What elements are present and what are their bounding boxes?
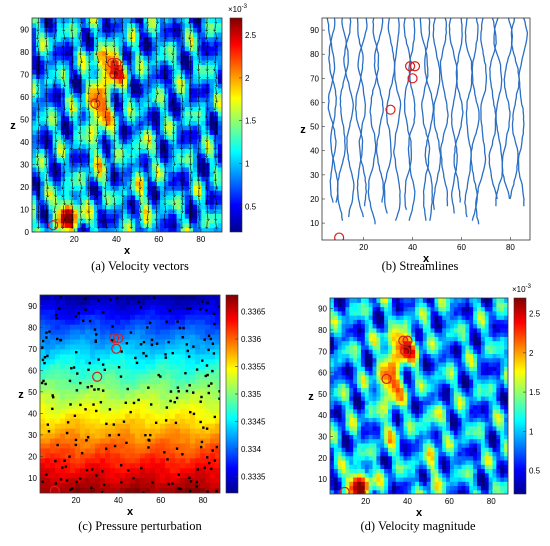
x-tick-label: 60	[156, 496, 165, 505]
y-tick-label: 10	[20, 205, 29, 214]
y-tick-label: 70	[318, 347, 327, 356]
y-tick-label: 30	[28, 431, 37, 440]
caption: (d) Velocity magnitude	[360, 519, 475, 533]
y-tick-label: 10	[318, 475, 327, 484]
x-tick-label: 40	[403, 497, 412, 506]
x-tick-label: 60	[457, 243, 466, 252]
y-tick-label: 20	[310, 195, 319, 204]
y-tick-label: 40	[318, 411, 327, 420]
y-axis-label: z	[10, 120, 16, 132]
colorbar-exponent: ×10-3	[512, 284, 532, 294]
x-tick-label: 40	[112, 235, 121, 244]
y-tick-label: 70	[20, 70, 29, 79]
colorbar-tick-label: 0.5	[529, 466, 541, 475]
y-tick-label: 20	[318, 454, 327, 463]
y-tick-label: 90	[310, 26, 319, 35]
y-tick-label: 90	[318, 305, 327, 314]
x-tick-label: 60	[154, 235, 163, 244]
x-tick-label: 80	[199, 496, 208, 505]
velocity-vector-map	[32, 16, 223, 232]
colorbar-tick-label: 0.5	[245, 202, 257, 211]
x-tick-label: 20	[359, 243, 368, 252]
y-tick-label: 40	[28, 409, 37, 418]
x-tick-label: 40	[408, 243, 417, 252]
caption: (c) Pressure perturbation	[78, 519, 202, 533]
colorbar-tick-label: 0.336	[241, 335, 262, 344]
y-tick-label: 10	[28, 474, 37, 483]
x-tick-label: 20	[361, 497, 370, 506]
velocity-magnitude-map	[330, 298, 509, 496]
y-tick-label: 80	[310, 50, 319, 59]
colorbar-tick-label: 0.3345	[241, 418, 266, 427]
colorbar-exponent: ×10-3	[228, 4, 248, 14]
colorbar-tick-label: 2.5	[529, 310, 541, 319]
colorbar-tick-label: 1.5	[529, 388, 541, 397]
colorbar-tick-label: 0.334	[241, 445, 262, 454]
y-tick-label: 20	[20, 183, 29, 192]
colorbar-tick-label: 1	[245, 160, 250, 169]
y-axis-label: z	[18, 389, 24, 401]
x-axis-label: x	[127, 506, 134, 518]
panel-a: 20 40 60 80 0 10 20 30 40 50 60 70 80 90 x z 0.5 1 1.5 2 2.…	[10, 4, 256, 273]
y-tick-label: 10	[310, 219, 319, 228]
colorbar-tick-label: 0.3335	[241, 473, 266, 482]
y-tick-label: 0	[25, 228, 30, 237]
y-tick-label: 50	[318, 390, 327, 399]
x-axis-label: x	[124, 245, 131, 257]
y-tick-label: 60	[20, 93, 29, 102]
y-axis-label: z	[300, 124, 306, 136]
x-tick-label: 20	[70, 235, 79, 244]
colorbar-tick-label: 2.5	[245, 31, 257, 40]
x-tick-label: 20	[72, 496, 81, 505]
colorbar-tick-label: 0.335	[241, 390, 262, 399]
y-tick-label: 80	[20, 48, 29, 57]
y-tick-label: 90	[20, 25, 29, 34]
x-tick-label: 60	[445, 497, 454, 506]
y-tick-label: 20	[28, 452, 37, 461]
colorbar-tick-label: 1	[529, 427, 534, 436]
y-tick-label: 80	[28, 323, 37, 332]
colorbar-tick-label: 0.3365	[241, 308, 266, 317]
panel-d: 20 40 60 80 10 20 30 40 50 60 70 80 90 x z 0.5 1 1.5 2 2.5…	[308, 284, 540, 533]
caption: (b) Streamlines	[382, 259, 459, 273]
colorbar-tick-label: 1.5	[245, 117, 257, 126]
colorbar	[230, 18, 242, 232]
y-tick-label: 80	[318, 326, 327, 335]
y-tick-label: 50	[28, 388, 37, 397]
y-tick-label: 90	[28, 302, 37, 311]
pressure-map	[40, 295, 221, 495]
y-tick-label: 60	[318, 369, 327, 378]
colorbar-tick-label: 0.3355	[241, 363, 266, 372]
y-tick-label: 30	[318, 432, 327, 441]
y-tick-label: 50	[20, 115, 29, 124]
colorbar-tick-label: 2	[245, 74, 250, 83]
y-tick-label: 60	[310, 98, 319, 107]
y-tick-label: 30	[310, 171, 319, 180]
colorbar-tick-label: 2	[529, 349, 534, 358]
y-tick-label: 50	[310, 123, 319, 132]
x-tick-label: 40	[114, 496, 123, 505]
x-axis-label: x	[416, 507, 423, 519]
x-tick-label: 80	[196, 235, 205, 244]
panel-c: 20 40 60 80 10 20 30 40 50 60 70 80 90 x z 0.3335 0.334…	[18, 295, 266, 533]
colorbar-ticks: 0.3335 0.334 0.3345 0.335 0.3355 0.336 0.3365	[235, 308, 266, 482]
y-tick-label: 40	[20, 138, 29, 147]
y-tick-label: 30	[20, 160, 29, 169]
colorbar	[514, 298, 526, 494]
caption: (a) Velocity vectors	[91, 259, 189, 273]
y-tick-label: 60	[28, 366, 37, 375]
x-tick-label: 80	[506, 243, 515, 252]
x-tick-label: 80	[487, 497, 496, 506]
y-tick-label: 40	[310, 147, 319, 156]
y-tick-label: 70	[28, 345, 37, 354]
y-axis-label: z	[308, 391, 314, 403]
y-tick-label: 70	[310, 74, 319, 83]
